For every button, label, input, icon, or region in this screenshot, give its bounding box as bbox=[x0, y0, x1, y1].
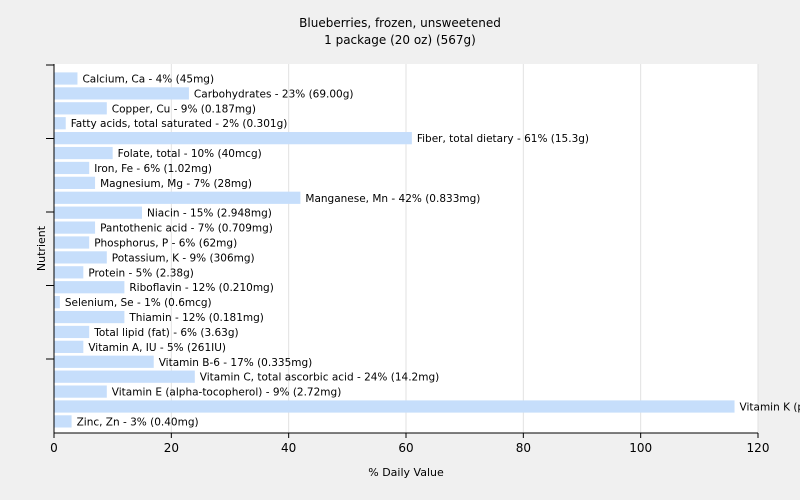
x-tick-label: 120 bbox=[747, 441, 770, 455]
bar-label: Thiamin - 12% (0.181mg) bbox=[128, 312, 264, 324]
bar-label: Selenium, Se - 1% (0.6mcg) bbox=[65, 297, 212, 309]
bar bbox=[54, 400, 735, 413]
bar bbox=[54, 221, 96, 234]
bar bbox=[54, 206, 142, 219]
bar bbox=[54, 340, 84, 353]
bar-label: Folate, total - 10% (40mcg) bbox=[118, 148, 262, 160]
bar-label: Vitamin E (alpha-tocopherol) - 9% (2.72m… bbox=[112, 387, 341, 399]
bar bbox=[54, 191, 301, 204]
bar-label: Pantothenic acid - 7% (0.709mg) bbox=[100, 223, 273, 235]
bar-label: Vitamin K (phylloquinone) - 116% (93.0mc… bbox=[740, 402, 800, 414]
bar-label: Riboflavin - 12% (0.210mg) bbox=[129, 282, 273, 294]
bar bbox=[54, 176, 96, 189]
x-tick-label: 40 bbox=[281, 441, 296, 455]
chart-title: Blueberries, frozen, unsweetened bbox=[299, 16, 501, 30]
bar bbox=[54, 102, 107, 115]
bar bbox=[54, 72, 78, 85]
bar-label: Protein - 5% (2.38g) bbox=[88, 267, 194, 279]
bar-label: Niacin - 15% (2.948mg) bbox=[147, 208, 272, 220]
bar-label: Fiber, total dietary - 61% (15.3g) bbox=[417, 133, 589, 145]
bar-label: Iron, Fe - 6% (1.02mg) bbox=[94, 163, 212, 175]
bar-label: Vitamin B-6 - 17% (0.335mg) bbox=[159, 357, 313, 369]
bar-label: Copper, Cu - 9% (0.187mg) bbox=[112, 103, 256, 115]
bar bbox=[54, 355, 154, 368]
x-tick-label: 20 bbox=[164, 441, 179, 455]
bar-label: Phosphorus, P - 6% (62mg) bbox=[94, 238, 237, 250]
bar bbox=[54, 236, 90, 249]
bar bbox=[54, 370, 195, 383]
bar bbox=[54, 296, 60, 309]
bar-label: Manganese, Mn - 42% (0.833mg) bbox=[305, 193, 480, 205]
bar-label: Carbohydrates - 23% (69.00g) bbox=[194, 88, 354, 100]
bar-label: Calcium, Ca - 4% (45mg) bbox=[82, 74, 214, 86]
bar bbox=[54, 132, 412, 145]
x-tick-label: 60 bbox=[398, 441, 413, 455]
bar bbox=[54, 325, 90, 339]
bar bbox=[54, 310, 125, 324]
bar bbox=[54, 117, 66, 130]
bar bbox=[54, 251, 107, 264]
bar bbox=[54, 266, 84, 279]
x-axis-title: % Daily Value bbox=[368, 466, 444, 479]
bar-label: Vitamin A, IU - 5% (261IU) bbox=[88, 342, 226, 354]
bar-label: Potassium, K - 9% (306mg) bbox=[112, 252, 255, 264]
x-tick-label: 0 bbox=[50, 441, 58, 455]
bar-label: Magnesium, Mg - 7% (28mg) bbox=[100, 178, 252, 190]
bar-label: Total lipid (fat) - 6% (3.63g) bbox=[93, 327, 238, 339]
bar-label: Fatty acids, total saturated - 2% (0.301… bbox=[71, 118, 288, 130]
bar-label: Vitamin C, total ascorbic acid - 24% (14… bbox=[200, 372, 439, 384]
x-tick-label: 100 bbox=[629, 441, 652, 455]
chart-subtitle: 1 package (20 oz) (567g) bbox=[324, 33, 476, 47]
bar bbox=[54, 415, 72, 428]
bar bbox=[54, 385, 107, 398]
bar bbox=[54, 87, 189, 100]
x-tick-label: 80 bbox=[516, 441, 531, 455]
bar bbox=[54, 281, 125, 294]
y-axis-title: Nutrient bbox=[35, 225, 48, 271]
bar bbox=[54, 146, 113, 160]
bar bbox=[54, 161, 90, 175]
bar-label: Zinc, Zn - 3% (0.40mg) bbox=[77, 416, 199, 428]
